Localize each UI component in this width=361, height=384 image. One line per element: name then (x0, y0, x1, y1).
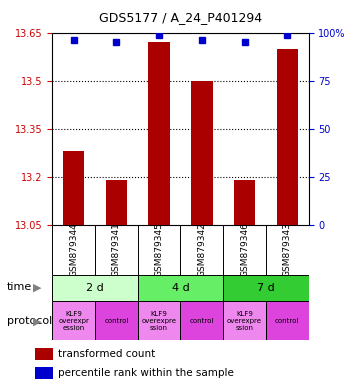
Text: GSM879343: GSM879343 (283, 222, 292, 277)
Text: 7 d: 7 d (257, 283, 275, 293)
Text: GSM879346: GSM879346 (240, 222, 249, 277)
Bar (52, 275, 138, 301)
Bar (138, 301, 180, 340)
Text: protocol: protocol (7, 316, 52, 326)
Bar (52, 301, 95, 340)
Text: GSM879345: GSM879345 (155, 222, 164, 277)
Bar (106, 180, 127, 225)
Bar (35, 348, 53, 359)
Text: GSM879341: GSM879341 (112, 222, 121, 277)
Text: control: control (275, 318, 300, 324)
Bar (191, 81, 213, 225)
Bar (223, 275, 309, 301)
Text: GSM879344: GSM879344 (69, 222, 78, 277)
Text: 4 d: 4 d (171, 283, 190, 293)
Text: control: control (190, 318, 214, 324)
Bar (277, 49, 298, 225)
Bar (138, 275, 223, 301)
Text: time: time (7, 282, 32, 292)
Text: control: control (104, 318, 129, 324)
Bar (35, 367, 53, 379)
Bar (63, 151, 84, 225)
Text: KLF9
overexpre
ssion: KLF9 overexpre ssion (227, 311, 262, 331)
Text: 2 d: 2 d (86, 283, 104, 293)
Text: ▶: ▶ (32, 316, 41, 326)
Bar (95, 301, 138, 340)
Text: transformed count: transformed count (58, 349, 155, 359)
Text: ▶: ▶ (32, 282, 41, 292)
Text: percentile rank within the sample: percentile rank within the sample (58, 368, 234, 378)
Text: KLF9
overexpr
ession: KLF9 overexpr ession (58, 311, 89, 331)
Bar (266, 301, 309, 340)
Bar (148, 42, 170, 225)
Bar (180, 301, 223, 340)
Bar (223, 301, 266, 340)
Text: GDS5177 / A_24_P401294: GDS5177 / A_24_P401294 (99, 12, 262, 25)
Bar (234, 180, 255, 225)
Text: GSM879342: GSM879342 (197, 222, 206, 277)
Text: KLF9
overexpre
ssion: KLF9 overexpre ssion (142, 311, 177, 331)
